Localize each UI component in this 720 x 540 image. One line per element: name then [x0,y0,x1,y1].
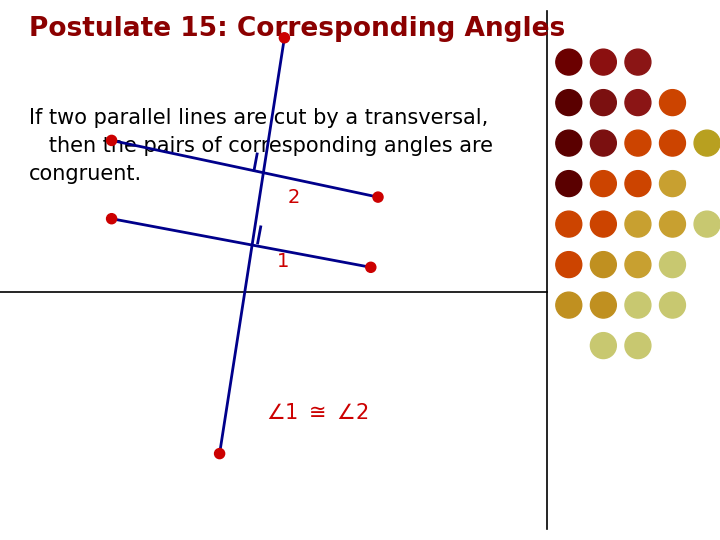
Ellipse shape [590,211,616,237]
Ellipse shape [556,90,582,116]
Ellipse shape [590,49,616,75]
Ellipse shape [590,130,616,156]
Ellipse shape [660,90,685,116]
Text: 2: 2 [288,187,300,207]
Ellipse shape [373,192,383,202]
Ellipse shape [625,49,651,75]
Ellipse shape [625,292,651,318]
Ellipse shape [279,33,289,43]
Ellipse shape [625,333,651,359]
Ellipse shape [107,136,117,145]
Text: Postulate 15: Corresponding Angles: Postulate 15: Corresponding Angles [29,16,565,42]
Text: $\angle$1 $\cong$ $\angle$2: $\angle$1 $\cong$ $\angle$2 [266,403,369,423]
Ellipse shape [556,211,582,237]
Ellipse shape [625,130,651,156]
Ellipse shape [215,449,225,458]
Ellipse shape [366,262,376,272]
Ellipse shape [625,252,651,278]
Ellipse shape [660,171,685,197]
Text: 1: 1 [277,252,289,272]
Ellipse shape [107,214,117,224]
Ellipse shape [694,211,720,237]
Ellipse shape [660,252,685,278]
Ellipse shape [590,90,616,116]
Ellipse shape [590,252,616,278]
Ellipse shape [625,211,651,237]
Ellipse shape [556,292,582,318]
Ellipse shape [625,171,651,197]
Text: If two parallel lines are cut by a transversal,
   then the pairs of correspondi: If two parallel lines are cut by a trans… [29,108,492,184]
Ellipse shape [590,333,616,359]
Ellipse shape [556,49,582,75]
Ellipse shape [660,292,685,318]
Ellipse shape [590,292,616,318]
Ellipse shape [694,130,720,156]
Ellipse shape [660,130,685,156]
Ellipse shape [590,171,616,197]
Ellipse shape [556,252,582,278]
Ellipse shape [625,90,651,116]
Ellipse shape [660,211,685,237]
Ellipse shape [556,130,582,156]
Ellipse shape [556,171,582,197]
